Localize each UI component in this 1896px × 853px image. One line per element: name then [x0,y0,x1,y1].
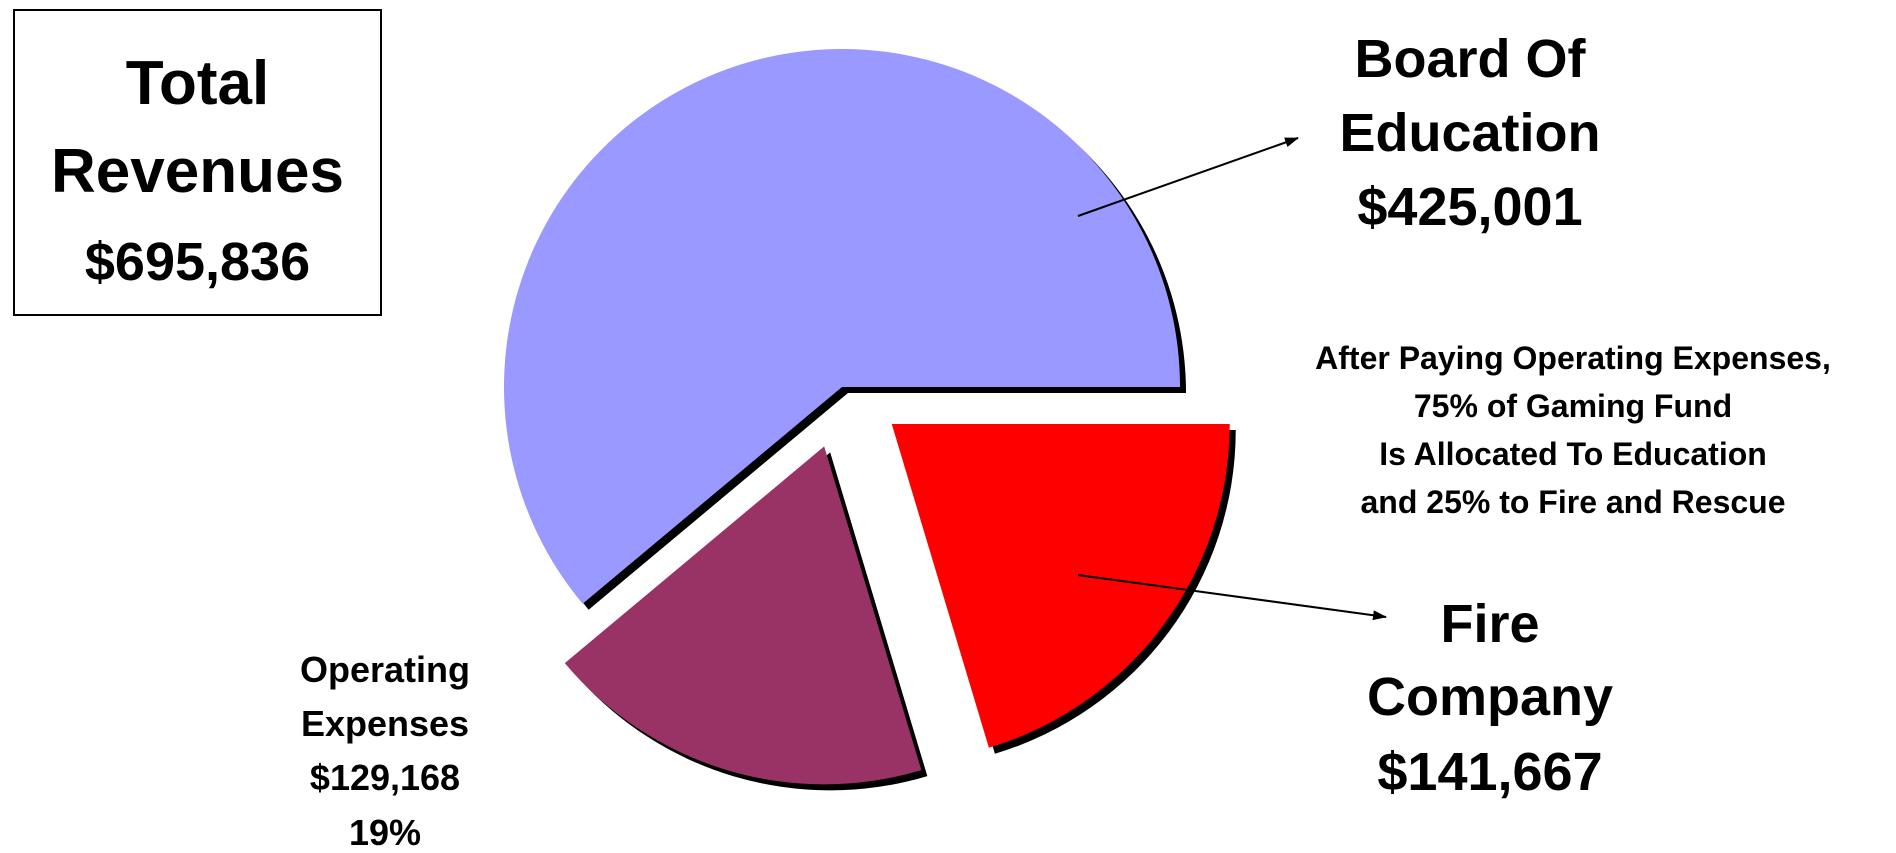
operating-expenses-label-line1: Operating [299,649,470,690]
total-revenues-title-line1: Total [125,49,270,118]
board-of-education-label-line2: Education [1339,103,1601,163]
board-of-education-label-line1: Board Of [1354,29,1586,89]
allocation-note-line4: and 25% to Fire and Rescue [1360,484,1786,520]
allocation-note-line3: Is Allocated To Education [1379,436,1767,472]
allocation-note-line1: After Paying Operating Expenses, [1315,340,1831,376]
fire-company-leader-arrow [1077,574,1387,621]
total-revenues-box: Total Revenues $695,836 [13,9,382,316]
total-revenues-amount: $695,836 [84,232,311,292]
fire-company-amount: $141,667 [1377,742,1603,802]
board-of-education-leader-arrow [1077,137,1299,217]
pie-slice-board-of-education [503,48,1180,604]
fire-company-label-line2: Company [1366,667,1614,727]
fire-company-label-line1: Fire [1440,594,1540,654]
allocation-note-line2: 75% of Gaming Fund [1413,388,1733,424]
operating-expenses-percent: 19% [348,812,422,853]
board-of-education-amount: $425,001 [1357,177,1583,237]
operating-expenses-amount: $129,168 [309,757,461,798]
pie-slice-fire-company [891,424,1230,748]
total-revenues-title-line2: Revenues [51,137,344,206]
operating-expenses-label-line2: Expenses [300,703,470,744]
pie-slice-operating-expenses [564,446,922,785]
